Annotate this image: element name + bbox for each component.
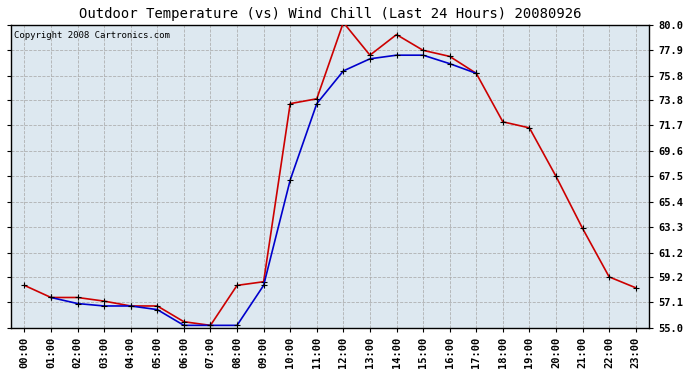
Title: Outdoor Temperature (vs) Wind Chill (Last 24 Hours) 20080926: Outdoor Temperature (vs) Wind Chill (Las… [79, 7, 581, 21]
Text: Copyright 2008 Cartronics.com: Copyright 2008 Cartronics.com [14, 31, 170, 40]
